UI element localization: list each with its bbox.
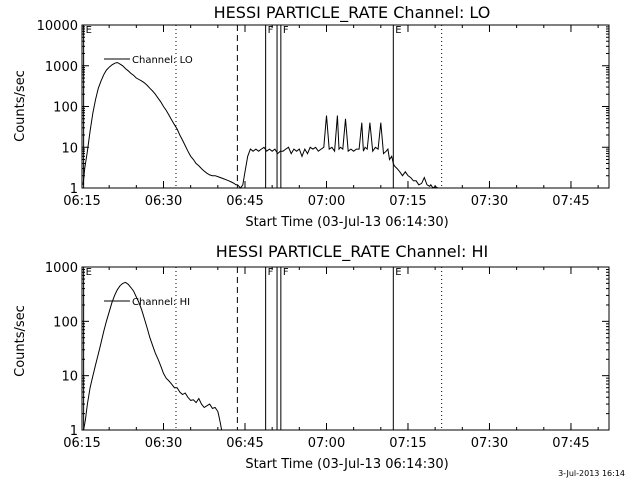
x-tick-label: 07:30 (471, 436, 508, 451)
chart-title: HESSI PARTICLE_RATE Channel: HI (216, 242, 489, 262)
event-marker-label: F (283, 267, 289, 278)
x-tick-label: 06:30 (145, 436, 182, 451)
x-tick-label: 06:15 (63, 436, 100, 451)
y-tick-label: 10 (61, 370, 78, 385)
y-tick-label: 10000 (37, 19, 78, 34)
lo-channel-panel: HESSI PARTICLE_RATE Channel: LO Counts/s… (13, 3, 610, 230)
event-marker-label: E (86, 267, 92, 278)
y-tick-label: 100 (53, 315, 78, 330)
y-tick-label: 10 (61, 141, 78, 156)
x-tick-label: 07:45 (552, 436, 589, 451)
plot-frame (81, 24, 610, 189)
event-marker-label: F (268, 25, 274, 36)
x-tick-label: 07:15 (389, 436, 426, 451)
chart-title: HESSI PARTICLE_RATE Channel: LO (214, 3, 491, 23)
x-tick-label: 07:00 (308, 194, 345, 209)
y-tick-label: 1 (70, 182, 78, 197)
series-line (83, 281, 223, 431)
event-marker-label: E (395, 267, 401, 278)
hi-channel-panel: HESSI PARTICLE_RATE Channel: HI Counts/s… (13, 242, 610, 472)
plot-frame (81, 266, 610, 431)
y-tick-label: 1000 (45, 261, 78, 276)
y-axis-label: Counts/sec (13, 305, 28, 377)
x-tick-label: 06:30 (145, 194, 182, 209)
x-tick-label: 07:45 (552, 194, 589, 209)
x-axis-label: Start Time (03-Jul-13 06:14:30) (245, 457, 448, 472)
series-line (82, 61, 441, 189)
x-tick-label: 07:00 (308, 436, 345, 451)
x-tick-label: 07:15 (389, 194, 426, 209)
x-axis-label: Start Time (03-Jul-13 06:14:30) (245, 215, 448, 230)
y-tick-label: 1000 (45, 60, 78, 75)
x-tick-label: 06:45 (226, 436, 263, 451)
event-marker-label: F (268, 267, 274, 278)
event-marker-label: F (283, 25, 289, 36)
x-tick-label: 06:15 (63, 194, 100, 209)
y-tick-label: 1 (70, 424, 78, 439)
event-marker-label: E (395, 25, 401, 36)
legend-label: Channel: LO (132, 55, 193, 66)
x-tick-label: 07:30 (471, 194, 508, 209)
footer-stamp: 3-Jul-2013 16:14 (558, 469, 625, 478)
event-marker-label: E (86, 25, 92, 36)
y-axis-label: Counts/sec (13, 70, 28, 142)
x-tick-label: 06:45 (226, 194, 263, 209)
legend-label: Channel: HI (132, 297, 190, 308)
y-tick-label: 100 (53, 101, 78, 116)
